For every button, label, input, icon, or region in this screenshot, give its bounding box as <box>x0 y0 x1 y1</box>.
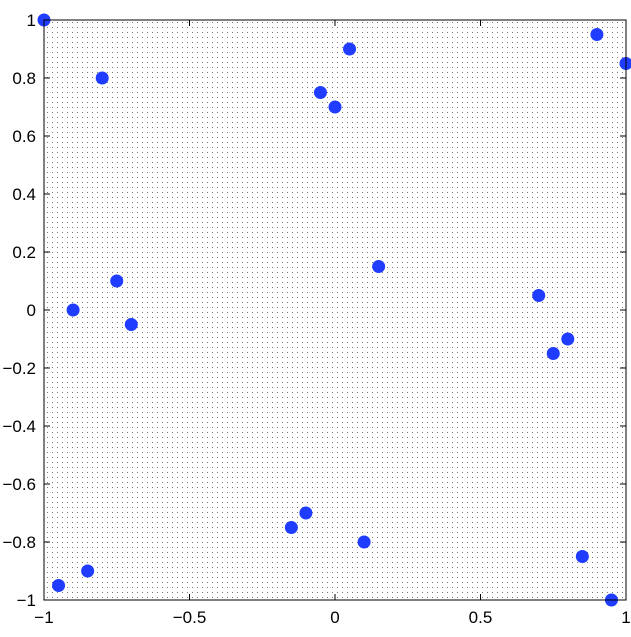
y-tick-label: 0.6 <box>12 127 36 146</box>
data-point <box>590 28 603 41</box>
data-point <box>561 333 574 346</box>
y-tick-label: −0.4 <box>2 417 36 436</box>
y-tick-label: −0.8 <box>2 533 36 552</box>
data-point <box>329 101 342 114</box>
data-point <box>285 521 298 534</box>
data-point <box>67 304 80 317</box>
data-point <box>81 565 94 578</box>
x-tick-label: 0.5 <box>469 608 493 627</box>
y-tick-label: 0.4 <box>12 185 36 204</box>
y-tick-label: −0.6 <box>2 475 36 494</box>
y-tick-label: 0.2 <box>12 243 36 262</box>
y-tick-label: 0.8 <box>12 69 36 88</box>
data-point <box>576 550 589 563</box>
data-point <box>299 507 312 520</box>
data-point <box>52 579 65 592</box>
y-tick-label: 0 <box>27 301 36 320</box>
data-point <box>358 536 371 549</box>
x-tick-label: −0.5 <box>173 608 207 627</box>
y-tick-label: −0.2 <box>2 359 36 378</box>
data-point <box>125 318 138 331</box>
data-point <box>314 86 327 99</box>
data-point <box>547 347 560 360</box>
data-point <box>96 72 109 85</box>
y-tick-label: −1 <box>17 591 36 610</box>
y-tick-label: 1 <box>27 11 36 30</box>
data-point <box>343 43 356 56</box>
data-point <box>532 289 545 302</box>
x-tick-label: 0 <box>330 608 339 627</box>
x-tick-label: 1 <box>621 608 630 627</box>
data-point <box>110 275 123 288</box>
data-point <box>372 260 385 273</box>
x-tick-label: −1 <box>34 608 53 627</box>
